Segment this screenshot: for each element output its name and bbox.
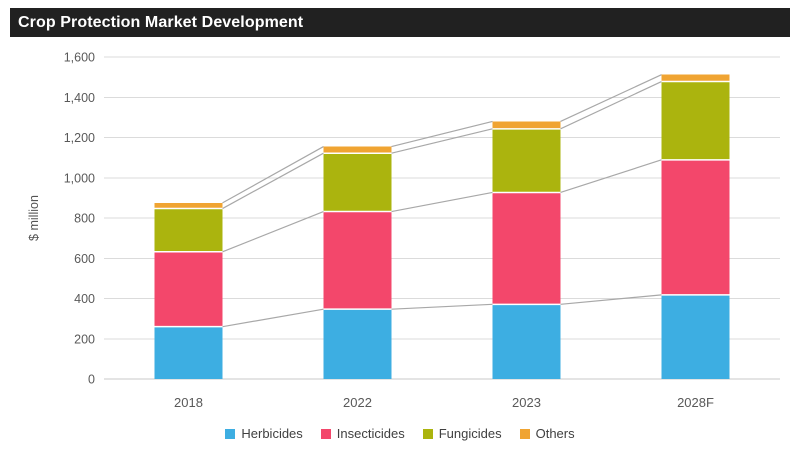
bar-segment-insecticides-2022 — [323, 211, 392, 310]
series-line-herbicides — [391, 303, 493, 310]
bar-segment-fungicides-2023 — [492, 128, 561, 193]
chart-title-bar: Crop Protection Market Development — [10, 8, 790, 37]
legend-label-others: Others — [535, 426, 575, 441]
legend-label-fungicides: Fungicides — [438, 426, 502, 441]
series-line-insecticides — [222, 211, 324, 253]
bar-segment-herbicides-2023 — [492, 304, 561, 379]
legend-swatch-insecticides — [320, 428, 331, 439]
bar-segment-others-2018 — [154, 202, 223, 209]
y-tick-label: 1,400 — [64, 91, 95, 105]
bar-segment-others-2023 — [492, 121, 561, 129]
bar-segment-insecticides-2018 — [154, 251, 223, 327]
legend-item-herbicides: Herbicides — [225, 426, 303, 441]
legend-label-insecticides: Insecticides — [336, 426, 405, 441]
legend-swatch-others — [519, 428, 530, 439]
series-line-herbicides — [560, 294, 662, 305]
series-line-others — [222, 146, 324, 204]
chart-legend: Herbicides Insecticides Fungicides Others — [0, 426, 800, 441]
legend-swatch-herbicides — [225, 428, 236, 439]
series-line-insecticides — [391, 191, 493, 213]
y-axis-title: $ million — [27, 195, 41, 241]
bar-segment-fungicides-2022 — [323, 153, 392, 212]
y-tick-label: 1,200 — [64, 131, 95, 145]
x-tick-label: 2022 — [343, 395, 372, 410]
bar-segment-herbicides-2022 — [323, 309, 392, 379]
bar-segment-insecticides-2023 — [492, 192, 561, 305]
x-tick-label: 2023 — [512, 395, 541, 410]
x-tick-label: 2028F — [677, 395, 714, 410]
chart-title: Crop Protection Market Development — [18, 13, 304, 31]
series-line-others — [560, 74, 662, 122]
bar-segment-fungicides-2028F — [661, 81, 730, 160]
y-tick-label: 1,000 — [64, 171, 95, 185]
y-tick-label: 600 — [74, 252, 95, 266]
series-line-fungicides — [560, 81, 662, 130]
bar-segment-others-2022 — [323, 146, 392, 154]
y-tick-label: 1,600 — [64, 51, 95, 65]
y-tick-label: 800 — [74, 212, 95, 226]
y-tick-label: 0 — [88, 373, 95, 387]
legend-item-others: Others — [519, 426, 575, 441]
series-line-fungicides — [222, 152, 324, 210]
bar-segment-fungicides-2018 — [154, 208, 223, 252]
y-tick-label: 400 — [74, 292, 95, 306]
bar-segment-herbicides-2018 — [154, 326, 223, 379]
series-line-insecticides — [560, 159, 662, 194]
bar-segment-herbicides-2028F — [661, 294, 730, 379]
series-line-fungicides — [391, 128, 493, 154]
legend-swatch-fungicides — [422, 428, 433, 439]
x-tick-label: 2018 — [174, 395, 203, 410]
legend-item-fungicides: Fungicides — [422, 426, 502, 441]
series-line-others — [391, 120, 493, 148]
legend-label-herbicides: Herbicides — [241, 426, 303, 441]
bar-segment-others-2028F — [661, 74, 730, 82]
bar-segment-insecticides-2028F — [661, 159, 730, 295]
legend-item-insecticides: Insecticides — [320, 426, 405, 441]
y-tick-label: 200 — [74, 332, 95, 346]
series-line-herbicides — [222, 308, 324, 328]
